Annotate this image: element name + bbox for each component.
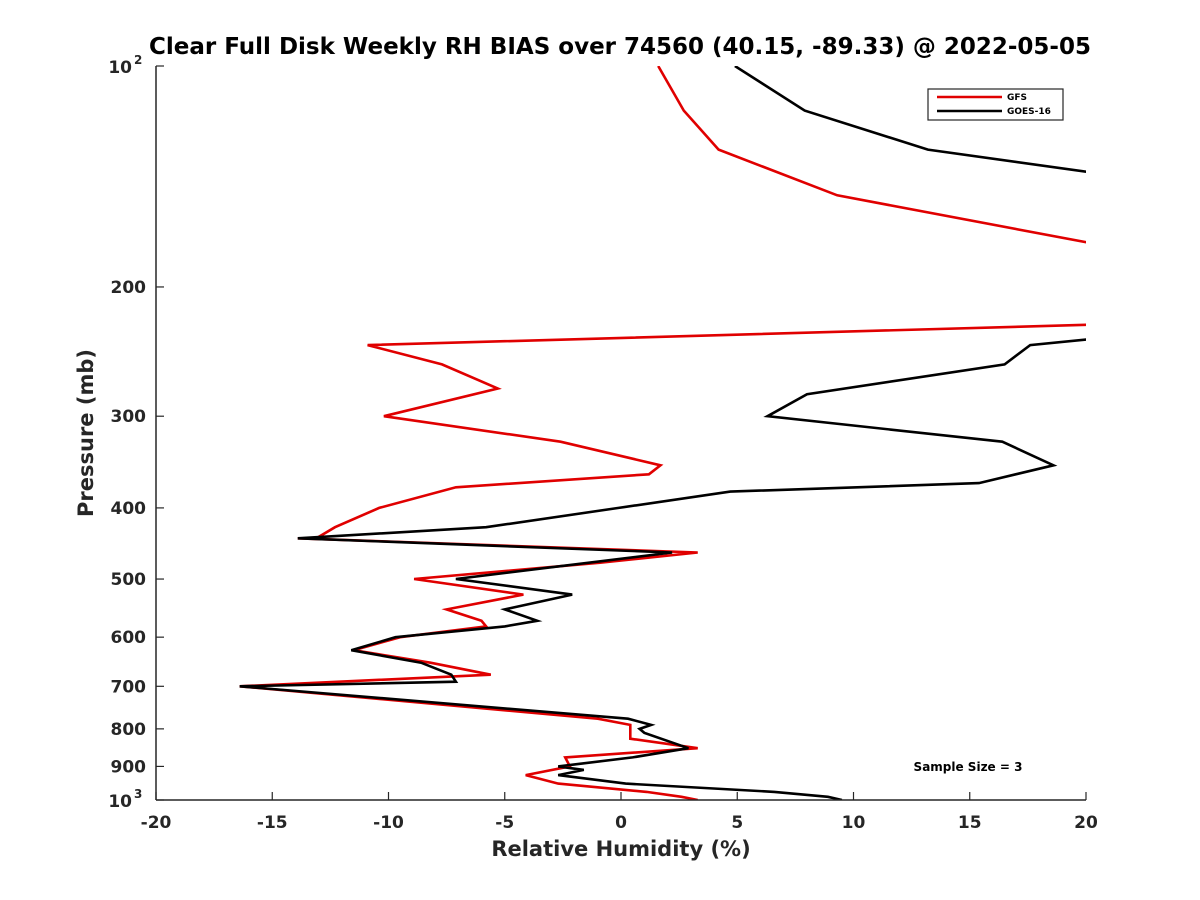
series-line-gfs: [239, 66, 1086, 800]
x-tick-label: 0: [615, 813, 627, 833]
y-tick-label: 10: [108, 792, 132, 812]
y-tick-label: 600: [111, 628, 147, 648]
x-tick-label: -20: [141, 813, 172, 833]
y-axis-label: Pressure (mb): [74, 349, 98, 517]
y-tick-label: 200: [111, 278, 147, 298]
y-tick-label: 700: [111, 677, 147, 697]
y-tick-label: 400: [111, 499, 147, 519]
y-tick-exponent: 3: [134, 787, 142, 801]
legend: GFS GOES-16: [927, 88, 1064, 121]
x-tick-label: 10: [842, 813, 866, 833]
y-tick-label: 10: [108, 58, 132, 78]
x-tick-label: 15: [958, 813, 982, 833]
chart-title: Clear Full Disk Weekly RH BIAS over 7456…: [149, 34, 1091, 60]
x-ticks: -20 -15 -10 -5 0 5 10 15 20: [141, 792, 1098, 833]
x-tick-label: -15: [257, 813, 288, 833]
y-tick-label: 300: [111, 407, 147, 427]
series-layer: [239, 66, 1086, 800]
legend-label: GOES-16: [1007, 107, 1051, 117]
legend-box: [927, 88, 1064, 121]
y-tick-label: 900: [111, 757, 147, 777]
legend-label: GFS: [1007, 93, 1027, 103]
sample-size-annotation: Sample Size = 3: [914, 760, 1023, 774]
series-line-goes-16: [239, 66, 1086, 800]
y-tick-label: 500: [111, 570, 147, 590]
y-tick-exponent: 2: [134, 53, 142, 67]
x-tick-label: -10: [373, 813, 404, 833]
x-tick-label: 20: [1074, 813, 1098, 833]
x-axis-label: Relative Humidity (%): [491, 837, 750, 861]
y-tick-label: 800: [111, 720, 147, 740]
x-tick-label: 5: [731, 813, 743, 833]
x-tick-label: -5: [495, 813, 514, 833]
